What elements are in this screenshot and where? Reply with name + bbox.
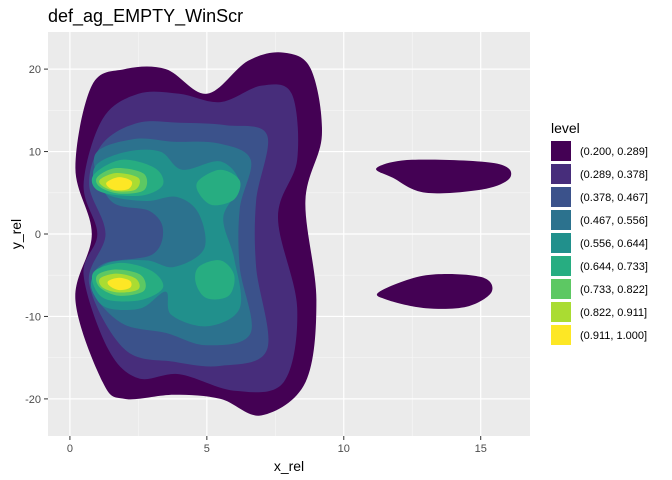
legend-title: level bbox=[551, 120, 580, 136]
y-tick-label: -10 bbox=[25, 311, 41, 323]
legend-label: (0.467, 0.556] bbox=[580, 215, 648, 227]
x-axis-label: x_rel bbox=[274, 458, 304, 474]
x-axis: 0 5 10 15 bbox=[67, 436, 487, 455]
legend-label: (0.644, 0.733] bbox=[580, 261, 648, 273]
y-axis: -20 -10 0 10 20 bbox=[25, 64, 48, 406]
legend-key bbox=[551, 302, 571, 322]
x-tick-label: 5 bbox=[204, 443, 210, 455]
legend-key bbox=[551, 141, 571, 161]
legend-key bbox=[551, 256, 571, 276]
legend-key bbox=[551, 325, 571, 345]
legend-key bbox=[551, 187, 571, 207]
contour-band-level-5 bbox=[195, 260, 235, 299]
y-tick-label: 0 bbox=[35, 229, 41, 241]
legend-label: (0.200, 0.289] bbox=[580, 146, 648, 158]
legend-label: (0.733, 0.822] bbox=[580, 284, 648, 296]
x-tick-label: 15 bbox=[475, 443, 487, 455]
legend-label: (0.289, 0.378] bbox=[580, 169, 648, 181]
legend-label: (0.378, 0.467] bbox=[580, 192, 648, 204]
legend-label: (0.556, 0.644] bbox=[580, 238, 648, 250]
legend-label: (0.822, 0.911] bbox=[580, 307, 647, 319]
x-tick-label: 10 bbox=[338, 443, 350, 455]
y-tick-label: -20 bbox=[25, 394, 41, 406]
legend-key bbox=[551, 279, 571, 299]
legend-key bbox=[551, 210, 571, 230]
x-tick-label: 0 bbox=[67, 443, 73, 455]
legend-key bbox=[551, 233, 571, 253]
y-tick-label: 10 bbox=[29, 147, 41, 159]
legend-label: (0.911, 1.000] bbox=[580, 330, 647, 342]
y-tick-label: 20 bbox=[29, 64, 41, 76]
legend-key bbox=[551, 164, 571, 184]
legend: (0.200, 0.289] (0.289, 0.378] (0.378, 0.46… bbox=[551, 141, 648, 345]
y-axis-label: y_rel bbox=[8, 219, 24, 249]
